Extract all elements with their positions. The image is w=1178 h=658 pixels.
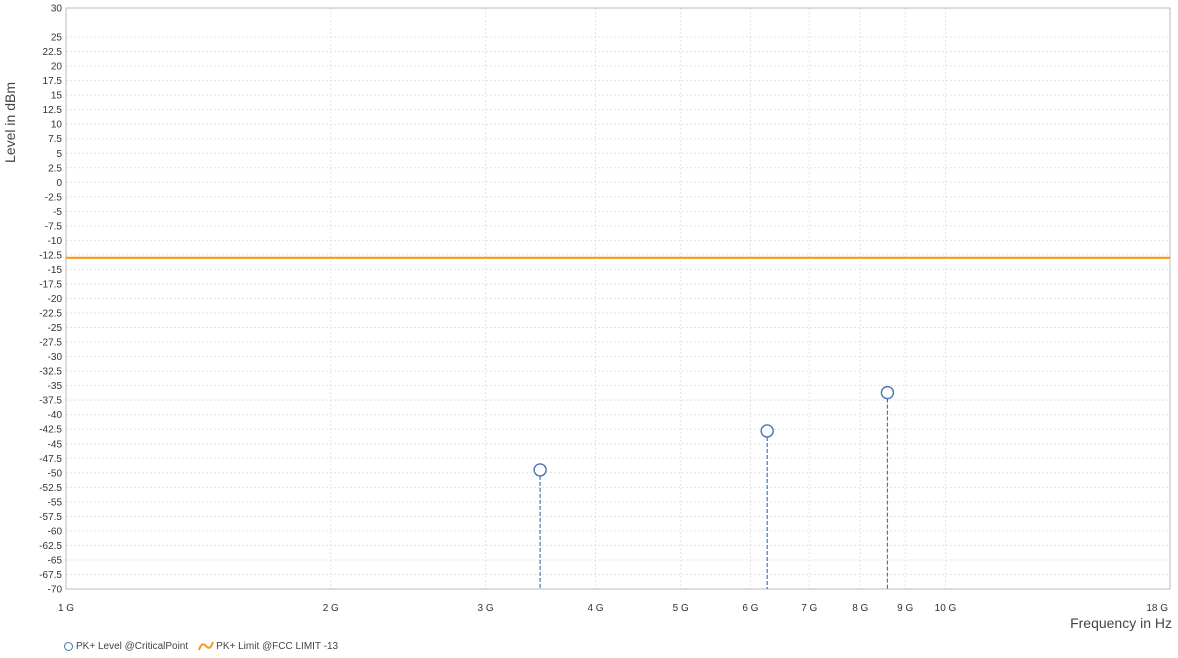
y-tick-label: -7.5	[45, 221, 63, 232]
x-tick-label: 6 G	[742, 603, 758, 614]
y-tick-label: -70	[48, 585, 63, 596]
limit-line-icon	[198, 641, 215, 651]
y-tick-label: -20	[48, 294, 63, 305]
y-tick-label: -22.5	[39, 309, 62, 320]
y-tick-label: -52.5	[39, 483, 62, 494]
legend-item-limit: PK+ Limit @FCC LIMIT -13	[198, 640, 338, 652]
y-tick-label: -32.5	[39, 367, 62, 378]
x-tick-label: 10 G	[935, 603, 957, 614]
y-tick-label: -2.5	[45, 192, 63, 203]
x-tick-label: 5 G	[673, 603, 689, 614]
series-layer	[66, 256, 1170, 589]
y-tick-label: -65	[48, 555, 63, 566]
x-tick-label: 2 G	[323, 603, 339, 614]
x-tick-label: 4 G	[587, 603, 603, 614]
y-tick-label: 10	[51, 120, 63, 131]
y-tick-label: -37.5	[39, 396, 62, 407]
y-tick-label: 17.5	[43, 76, 63, 87]
y-tick-label: 20	[51, 62, 63, 73]
legend-label-limit: PK+ Limit @FCC LIMIT -13	[216, 640, 339, 652]
x-tick-label: 1 G	[58, 603, 74, 614]
x-tick-label: 8 G	[852, 603, 868, 614]
y-tick-label: 5	[56, 149, 62, 160]
y-tick-label: -67.5	[39, 570, 62, 581]
plot-area-frame	[65, 7, 1171, 590]
horizontal-gridlines	[66, 7, 1170, 590]
y-tick-label: -12.5	[39, 250, 62, 261]
y-tick-label: 25	[51, 33, 63, 44]
legend-label-level: PK+ Level @CriticalPoint	[76, 640, 189, 652]
x-tick-label: 3 G	[478, 603, 494, 614]
x-axis-ticks: 1 G 2 G 3 G 4 G 5 G 6 G 7 G 8 G 9 G 10 G 18 G	[58, 603, 1168, 614]
y-tick-label: -10	[48, 236, 63, 247]
y-tick-label: 12.5	[43, 105, 63, 116]
y-tick-label: -27.5	[39, 338, 62, 349]
x-tick-label: 9 G	[897, 603, 913, 614]
x-tick-label: 18 G	[1146, 603, 1168, 614]
y-tick-label: -42.5	[39, 425, 62, 436]
legend: PK+ Level @CriticalPoint PK+ Limit @FCC …	[64, 640, 348, 652]
y-tick-label: -40	[48, 410, 63, 421]
y-tick-label: 22.5	[43, 47, 63, 58]
data-point-marker	[760, 424, 774, 438]
y-tick-label: 2.5	[48, 163, 62, 174]
y-tick-label: -47.5	[39, 454, 62, 465]
y-tick-label: -50	[48, 468, 63, 479]
y-axis-ticks: 30 25 22.5 20 17.5 15 12.5 10 7.5 5 2.5 0 -2.5 -5 -7.5…	[39, 4, 62, 596]
legend-item-level: PK+ Level @CriticalPoint	[64, 641, 188, 652]
y-tick-label: -60	[48, 526, 63, 537]
y-axis-label-text: Level in dBm	[2, 82, 18, 163]
y-tick-label: -35	[48, 381, 63, 392]
y-tick-label: -45	[48, 439, 63, 450]
data-point-marker	[533, 463, 547, 477]
y-tick-label: -55	[48, 497, 63, 508]
y-tick-label: 0	[56, 178, 62, 189]
circle-marker-icon	[64, 641, 73, 651]
y-tick-label: -30	[48, 352, 63, 363]
data-point-marker	[880, 385, 895, 400]
y-tick-label: -15	[48, 265, 63, 276]
y-tick-label: -62.5	[39, 541, 62, 552]
y-tick-label: -57.5	[39, 512, 62, 523]
y-tick-label: -5	[53, 207, 62, 218]
y-tick-label: 15	[51, 91, 63, 102]
x-axis-label: Frequency in Hz	[1070, 615, 1172, 631]
y-tick-label: 7.5	[48, 134, 62, 145]
y-tick-label: -17.5	[39, 279, 62, 290]
y-tick-label: -25	[48, 323, 63, 334]
x-tick-label: 7 G	[801, 603, 817, 614]
y-tick-label: 30	[51, 4, 63, 15]
